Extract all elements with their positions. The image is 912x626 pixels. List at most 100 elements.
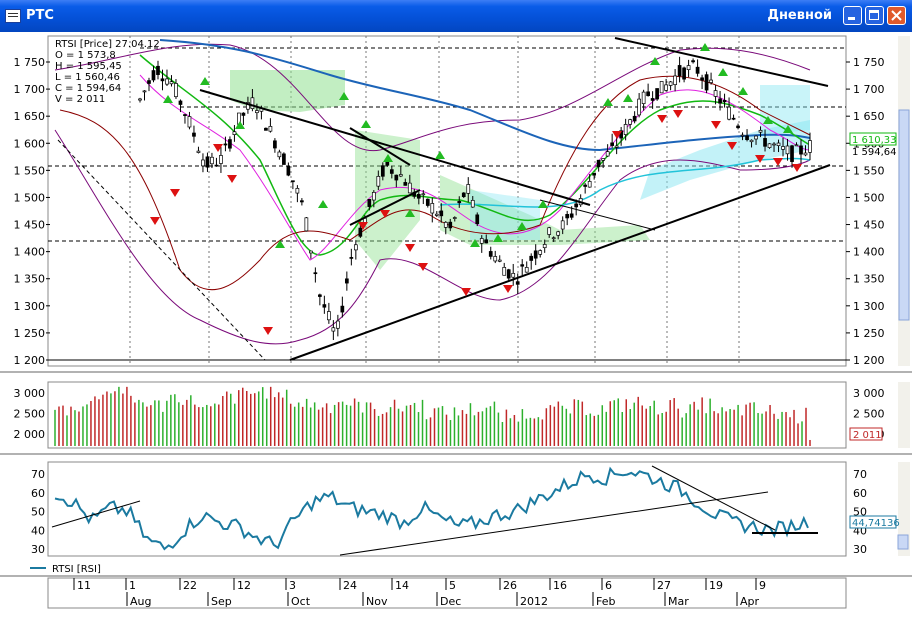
candle-body [524,267,529,273]
buy-signal-arrow [718,68,728,76]
month-label: Feb [596,595,615,608]
rsi-trend-lines [51,465,818,556]
candle-body [210,156,214,165]
buy-signal-arrow [163,95,173,103]
candle-body [641,91,646,104]
rsi-panel[interactable] [47,461,847,557]
candle-body [367,199,372,207]
volume-bars [54,386,811,446]
sell-signal-arrow [263,327,273,335]
minimize-button[interactable] [843,6,862,25]
candle-body [533,250,538,259]
buy-signal-arrow [738,87,748,95]
sell-signal-arrow [213,144,223,152]
day-label: 16 [553,579,567,592]
price-tick-label: 1 300 [14,300,46,313]
price-scrollbar-thumb[interactable] [898,109,910,321]
month-label: Oct [291,595,311,608]
volume-scrollbar[interactable] [898,382,910,448]
volume-tick-label: 2 000 [14,428,46,441]
rsi-line [54,466,809,551]
short-trend-line [349,189,421,226]
buy-signal-arrow [763,116,773,124]
candle-body [336,320,340,329]
day-label: 22 [183,579,197,592]
buy-signal-arrow [383,154,393,162]
buy-signal-arrow [493,234,503,242]
price-tick-label: 1 400 [14,246,46,259]
candle-body [605,151,610,157]
month-label: Aug [130,595,151,608]
price-tick-label: 1 300 [853,300,885,313]
candle-body [623,124,628,135]
candle-body [628,119,632,125]
rsi-scrollbar-thumb[interactable] [897,534,909,550]
candle-body [349,257,354,259]
candle-body [718,98,722,104]
candle-body [434,213,439,216]
buy-signal-arrow [275,240,285,248]
candle-body [452,217,457,219]
candle-body [344,278,349,284]
buy-signal-arrow [623,94,633,102]
candle-body [637,98,641,116]
short-trend-line [349,127,411,166]
month-label: 2012 [520,595,548,608]
day-label: 9 [759,579,766,592]
candle-body [160,78,165,82]
close-button[interactable] [887,6,906,25]
candle-body [205,156,210,168]
legend-volume: V = 2 011 [55,94,106,105]
uptrend-line [289,164,831,361]
price-panel[interactable] [47,35,847,367]
title-bar[interactable]: РТС Дневной [0,0,912,32]
price-tick-label: 1 500 [853,191,885,204]
legend-close: C = 1 594,64 [55,83,122,94]
moving-average-short [139,74,811,261]
candle-body [493,256,498,262]
close-price-label: 1 594,64 [852,147,897,158]
maximize-icon [869,10,879,20]
candle-body [147,80,151,84]
candle-body [479,238,484,244]
candle-body [286,166,291,176]
candle-body [353,244,358,251]
month-label: Nov [366,595,388,608]
candle-body [556,231,561,236]
last-price-badge [849,132,897,146]
candle-body [273,140,277,149]
buy-signal-arrow [470,239,480,247]
price-axis-left: 1 750 1 700 1 650 1 600 1 550 1 500 1 450 1 400… [14,56,50,367]
candle-body [592,173,597,176]
price-tick-label: 1 250 [853,327,885,340]
price-tick-label: 1 500 [14,191,46,204]
buy-signal-arrow [650,57,660,65]
volume-tick-label: 3 000 [14,387,46,400]
day-label: 3 [289,579,296,592]
candle-body [650,98,655,101]
price-tick-label: 1 600 [14,137,46,150]
candle-body [529,255,534,261]
rsi-tick-label: 70 [853,468,867,481]
candle-body [250,97,255,109]
indicator-lines [54,39,811,345]
candle-body [448,221,453,229]
price-tick-label: 1 700 [14,83,46,96]
candle-body [736,125,740,129]
rsi-scrollbar[interactable] [898,462,910,556]
candle-body [632,115,637,122]
candle-body [403,182,408,186]
candle-body [655,88,659,100]
legend-header: RTSI [Price] 27.04.12 [55,39,160,50]
candle-body [192,132,196,137]
maximize-button[interactable] [865,6,884,25]
day-label: 24 [343,579,357,592]
candle-body [583,184,588,187]
price-tick-label: 1 450 [14,219,46,232]
buy-signal-arrow [700,43,710,51]
candle-body [677,65,682,77]
candle-body [214,164,219,167]
candle-body [596,159,601,168]
